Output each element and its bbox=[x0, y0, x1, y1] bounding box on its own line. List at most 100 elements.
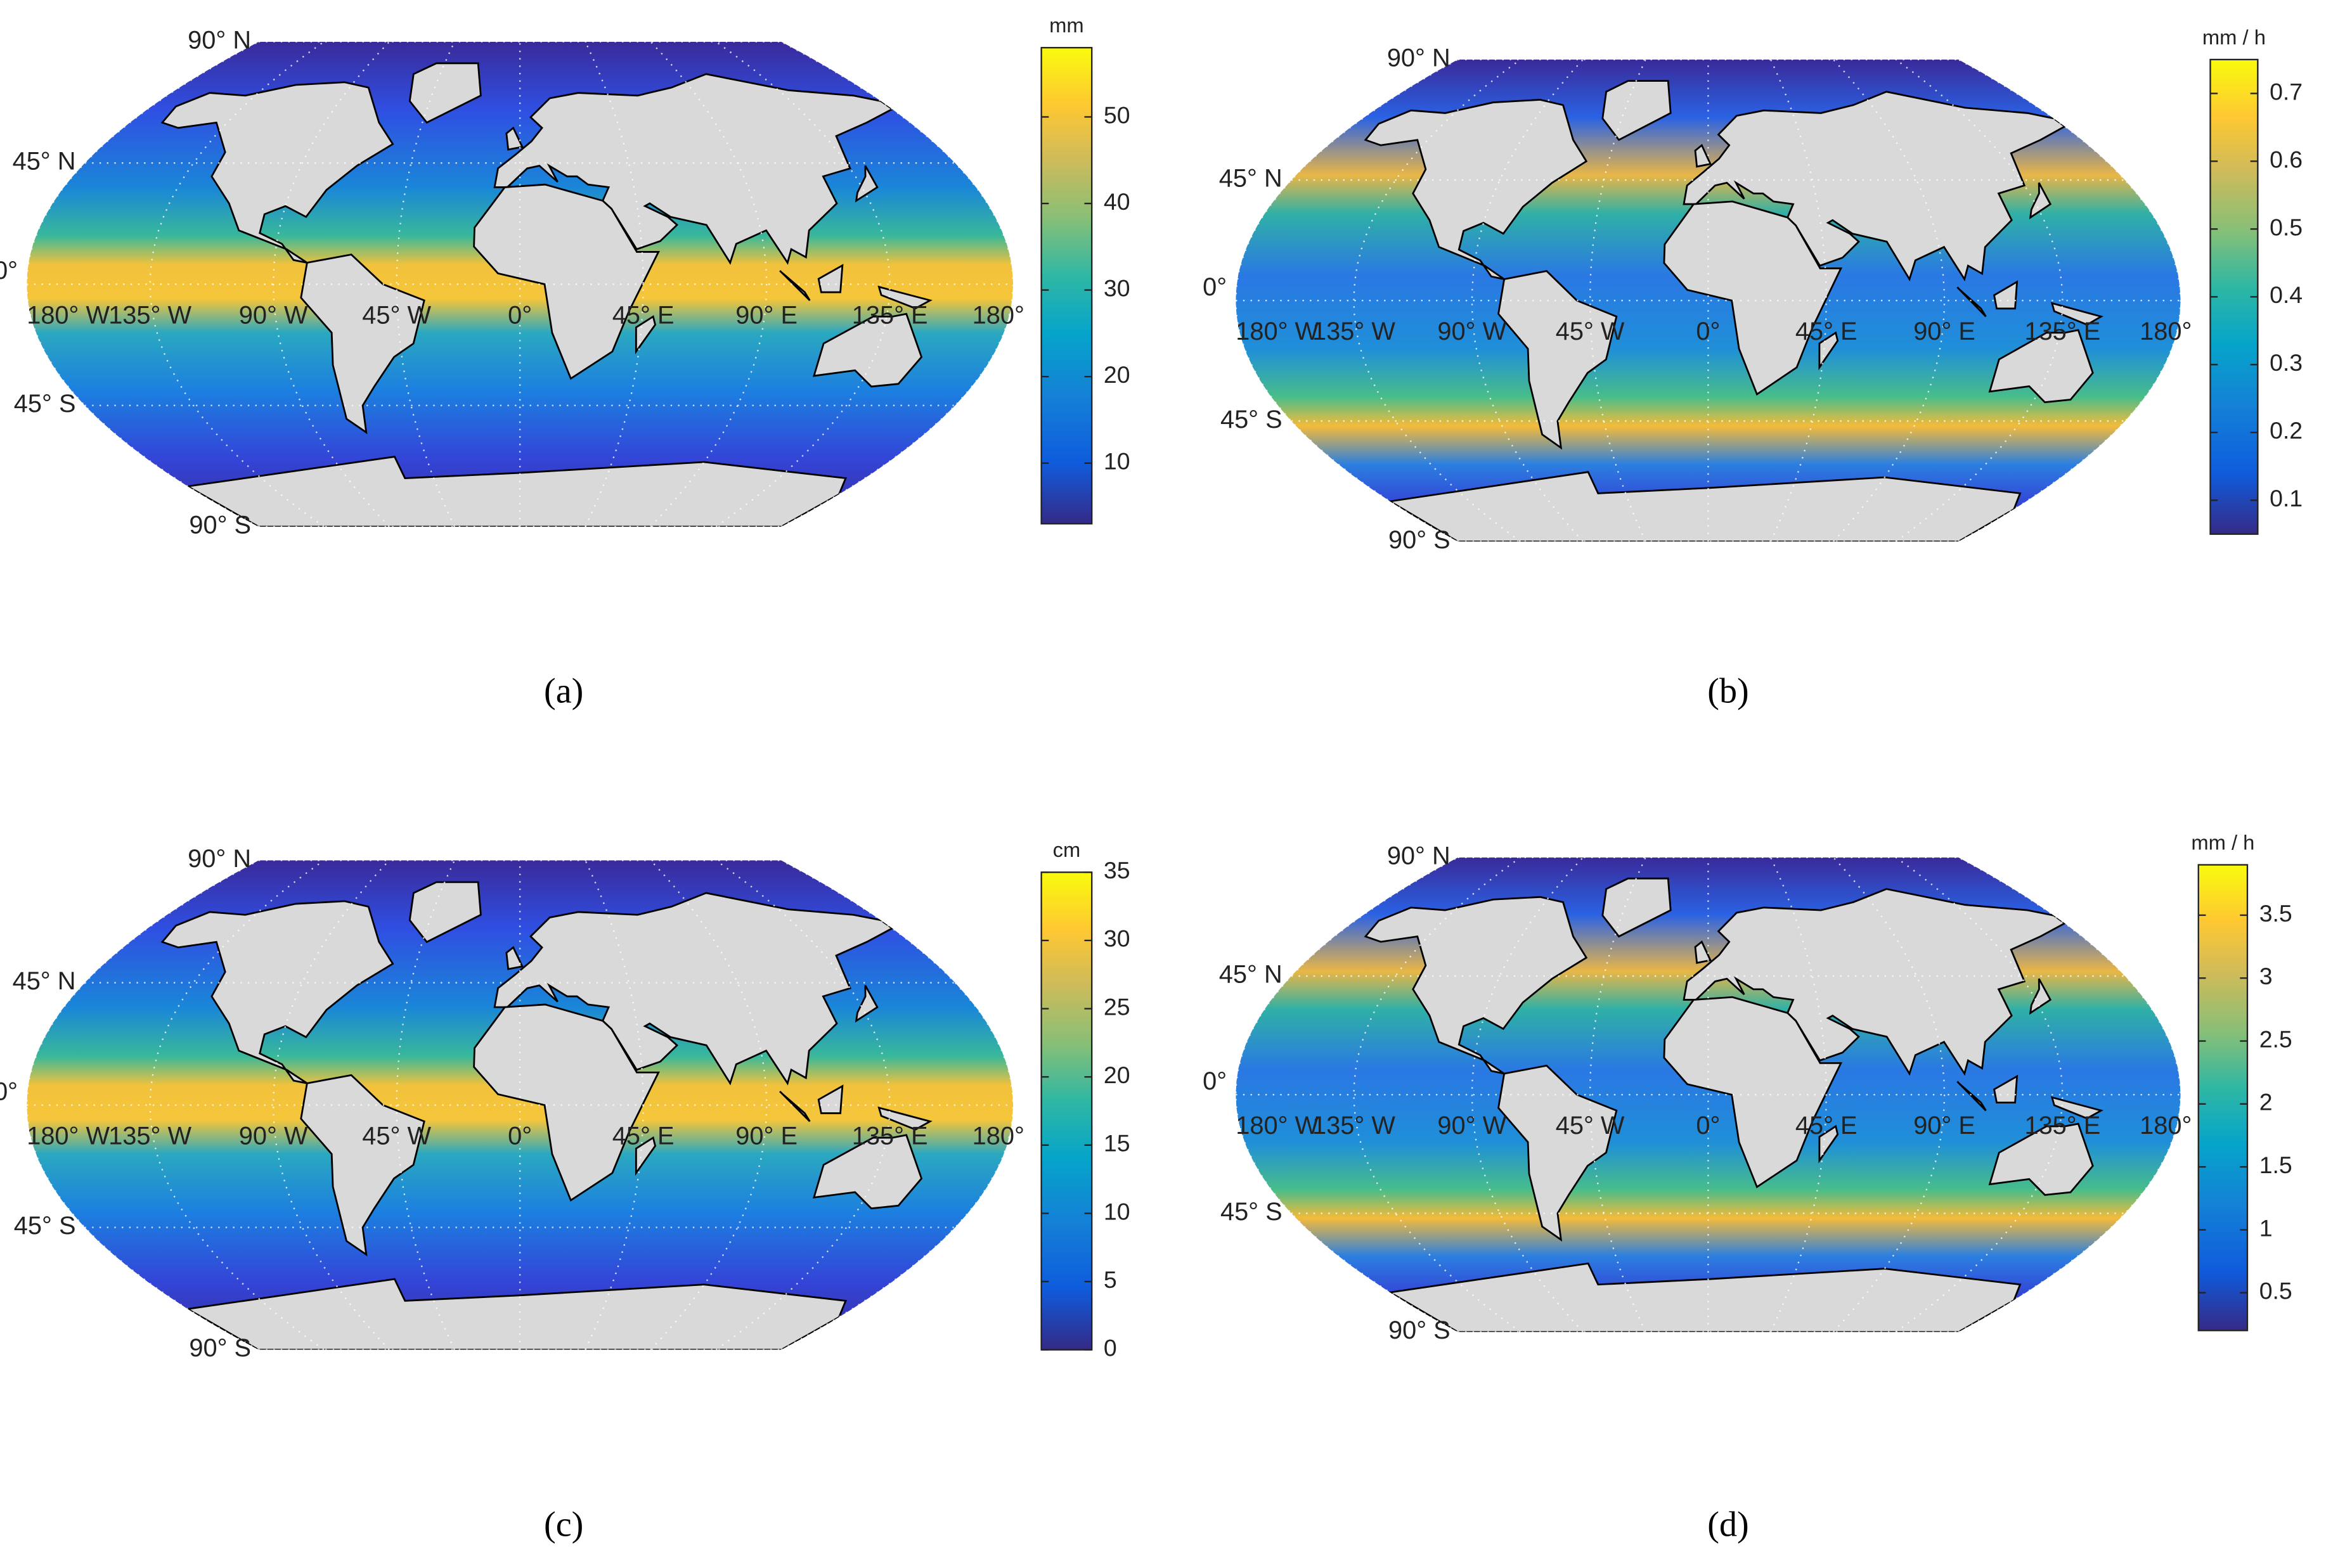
lon-label: 45° W bbox=[362, 301, 431, 329]
map bbox=[27, 41, 1014, 527]
meridian bbox=[715, 860, 891, 1350]
lon-label: 90° E bbox=[735, 1122, 798, 1150]
colorbar-tick-label: 0.3 bbox=[2270, 349, 2303, 376]
lon-label: 135° E bbox=[2024, 1112, 2100, 1140]
lon-label: 180° bbox=[2140, 1112, 2192, 1140]
lon-label: 90° W bbox=[239, 301, 308, 329]
land bbox=[184, 456, 847, 527]
land bbox=[779, 270, 811, 301]
lon-label: 180° bbox=[972, 1122, 1024, 1150]
colorbar-tick-label: 0.7 bbox=[2270, 78, 2303, 105]
lon-label: 45° W bbox=[1556, 1112, 1625, 1140]
lon-label: 90° W bbox=[239, 1122, 308, 1150]
meridian bbox=[585, 41, 644, 527]
land bbox=[1683, 888, 2067, 1076]
lon-label: 45° W bbox=[362, 1122, 431, 1150]
meridian bbox=[650, 41, 768, 527]
meridian bbox=[1471, 857, 1584, 1332]
land bbox=[1993, 280, 2019, 310]
lon-label: 135° E bbox=[852, 301, 928, 329]
colorbar-tick-label: 0.4 bbox=[2270, 281, 2303, 308]
colorbar bbox=[2197, 864, 2249, 1332]
land bbox=[1818, 1124, 1839, 1164]
lon-label: 180° W bbox=[1236, 1112, 1319, 1140]
meridian bbox=[396, 860, 456, 1350]
land bbox=[1663, 200, 1843, 396]
lat-label: 45° S bbox=[1220, 1198, 1283, 1226]
land bbox=[1988, 1122, 2094, 1196]
panel-caption: (b) bbox=[1707, 671, 1748, 710]
land bbox=[1663, 996, 1843, 1188]
land bbox=[300, 1074, 425, 1257]
colorbar-tick-label: 3.5 bbox=[2259, 900, 2292, 927]
colorbar-tick-label: 1.5 bbox=[2259, 1152, 2292, 1178]
lat-label: 0° bbox=[1203, 273, 1227, 301]
land bbox=[1364, 896, 1588, 1075]
land bbox=[505, 946, 524, 970]
land bbox=[493, 892, 895, 1086]
lat-label: 90° S bbox=[1388, 1316, 1451, 1344]
lon-label: 45° E bbox=[1795, 1112, 1858, 1140]
lon-label: 180° W bbox=[27, 1122, 110, 1150]
lon-label: 180° W bbox=[27, 301, 110, 329]
lat-label: 45° N bbox=[13, 148, 76, 176]
land bbox=[1694, 143, 1712, 168]
land bbox=[1956, 286, 1987, 318]
land bbox=[812, 1134, 923, 1210]
meridian bbox=[396, 41, 456, 527]
lon-label: 135° E bbox=[852, 1122, 928, 1150]
lon-label: 45° W bbox=[1556, 318, 1625, 345]
colorbar-tick-label: 1 bbox=[2259, 1214, 2273, 1241]
panel-caption: (d) bbox=[1707, 1505, 1748, 1544]
colorbar-tick-label: 5 bbox=[1104, 1266, 1117, 1293]
lon-label: 90° W bbox=[1437, 318, 1506, 345]
colorbar-tick-label: 40 bbox=[1104, 188, 1130, 215]
lat-label: 45° S bbox=[14, 390, 76, 418]
map bbox=[27, 860, 1014, 1350]
lon-label: 45° E bbox=[612, 301, 675, 329]
lon-label: 180° bbox=[2140, 318, 2192, 345]
colorbar-tick-label: 0.1 bbox=[2270, 485, 2303, 511]
colorbar bbox=[1040, 47, 1093, 525]
lon-label: 180° bbox=[972, 301, 1024, 329]
colorbar-tick-label: 10 bbox=[1104, 448, 1130, 475]
lat-label: 90° N bbox=[188, 845, 251, 873]
lat-label: 90° S bbox=[189, 1334, 251, 1362]
land bbox=[877, 285, 933, 310]
lat-label: 45° S bbox=[1220, 406, 1283, 434]
lon-label: 135° W bbox=[1312, 318, 1395, 345]
map bbox=[1236, 857, 2181, 1332]
lat-label: 45° N bbox=[1219, 961, 1283, 989]
land bbox=[1601, 80, 1672, 141]
lon-label: 90° E bbox=[1913, 318, 1975, 345]
panel-caption: (a) bbox=[544, 671, 583, 710]
colorbar-tick-label: 20 bbox=[1104, 361, 1130, 388]
meridian bbox=[273, 41, 390, 527]
lat-label: 45° N bbox=[13, 967, 76, 995]
lon-label: 90° E bbox=[1913, 1112, 1975, 1140]
lat-label: 0° bbox=[0, 257, 18, 285]
land bbox=[1956, 1081, 1987, 1112]
land bbox=[855, 165, 879, 203]
lat-label: 45° N bbox=[1219, 165, 1283, 193]
land bbox=[877, 1106, 933, 1131]
lon-label: 135° W bbox=[108, 301, 191, 329]
lat-label: 90° S bbox=[1388, 526, 1451, 554]
meridian bbox=[149, 860, 325, 1350]
colorbar-tick-label: 20 bbox=[1104, 1062, 1130, 1088]
lon-label: 0° bbox=[508, 1122, 532, 1150]
lon-label: 0° bbox=[508, 301, 532, 329]
land bbox=[184, 1278, 847, 1350]
colorbar-tick-label: 3 bbox=[2259, 963, 2273, 989]
colorbar-unit: mm / h bbox=[2202, 25, 2266, 49]
land bbox=[408, 881, 482, 943]
land bbox=[473, 183, 660, 380]
land bbox=[635, 1136, 657, 1176]
lon-label: 90° E bbox=[735, 301, 798, 329]
meridian bbox=[27, 41, 259, 527]
lat-label: 0° bbox=[1203, 1067, 1227, 1095]
land bbox=[1497, 270, 1618, 450]
lat-label: 90° S bbox=[189, 511, 251, 539]
meridian bbox=[715, 41, 891, 527]
